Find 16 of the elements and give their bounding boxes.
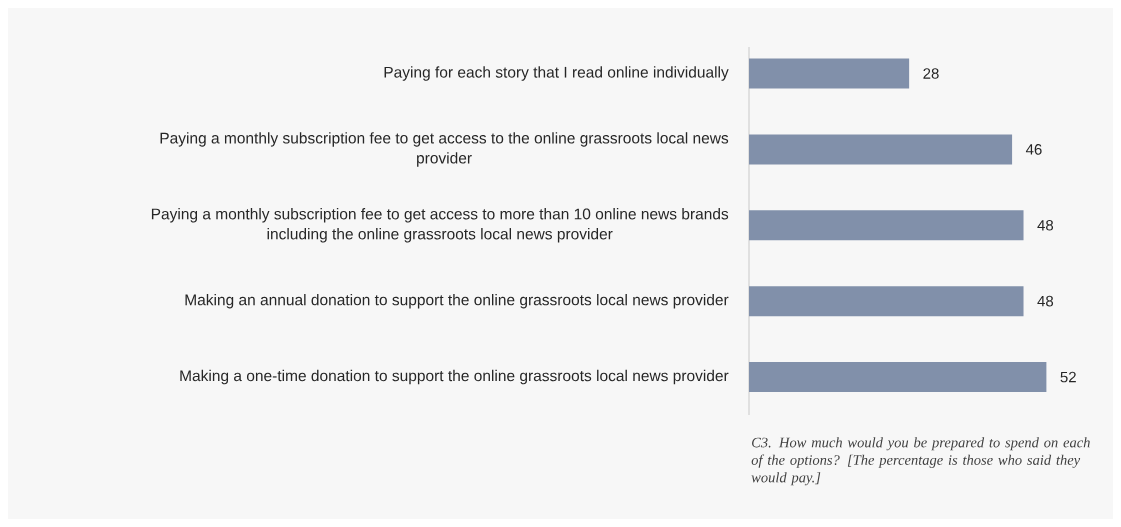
y-tick-label: Making an annual donation to support the online grassroots local news provider	[185, 293, 729, 309]
data-label: 28	[923, 68, 939, 79]
bar	[749, 286, 1024, 317]
data-label: 48	[1037, 295, 1054, 307]
y-tick-label: Paying for each story that I read online individually	[384, 66, 729, 81]
y-tick-label: Paying a monthly subscription fee to get access to more than 10 online news brands including the online grassroots local news provider	[151, 208, 729, 243]
y-tick-label: Making a one-time donation to support the online grassroots local news provider	[180, 369, 729, 385]
text: C3. How much would you be prepared to spend on each of the options? [The percentage is those who said they would pay.]	[751, 437, 1090, 486]
data-label: 48	[1037, 219, 1054, 231]
bar	[749, 210, 1024, 241]
bar	[749, 134, 1013, 165]
data-label: 46	[1025, 144, 1042, 155]
bar	[749, 362, 1047, 393]
y-tick-label: Paying a monthly subscription fee to get access to the online grassroots local news provider	[160, 132, 729, 167]
data-label: 52	[1060, 371, 1076, 383]
bar	[749, 58, 910, 89]
